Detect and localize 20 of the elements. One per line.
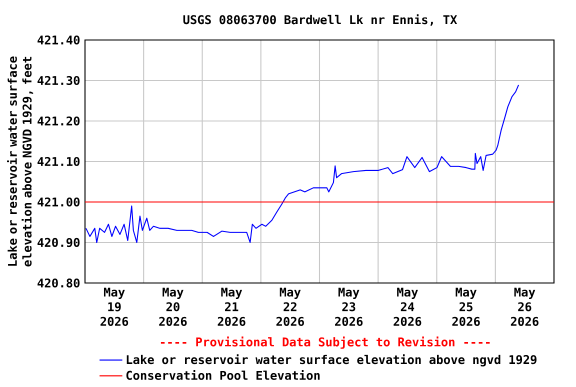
x-tick-label: May 21 2026: [218, 288, 246, 326]
x-tick-label: May 20 2026: [159, 288, 187, 326]
x-tick-label: May 19 2026: [100, 288, 128, 326]
legend-label: Lake or reservoir water surface elevation above ngvd 1929: [126, 354, 537, 366]
y-axis-title: Lake or reservoir water surface elevation above NGVD 1929, feet: [7, 56, 34, 266]
y-tick-label: 421.20: [38, 116, 80, 126]
y-tick-label: 420.90: [38, 238, 80, 248]
x-tick-label: May 25 2026: [452, 288, 480, 326]
y-tick-label: 421.30: [38, 76, 80, 86]
x-tick-label: May 24 2026: [394, 288, 422, 326]
text: ---- Provisional Data Subject to Revision ----: [160, 336, 490, 349]
y-tick-label: 421.00: [38, 197, 80, 207]
y-tick-label: 421.10: [38, 156, 80, 166]
x-tick-label: May 26 2026: [510, 288, 538, 326]
chart-title: USGS 08063700 Bardwell Lk nr Ennis, TX: [183, 14, 458, 26]
y-tick-label: 421.40: [38, 35, 80, 45]
legend-label: Conservation Pool Elevation: [126, 370, 320, 380]
x-tick-label: May 22 2026: [276, 288, 304, 326]
y-tick-label: 420.80: [38, 278, 80, 288]
x-tick-label: May 23 2026: [335, 288, 363, 326]
